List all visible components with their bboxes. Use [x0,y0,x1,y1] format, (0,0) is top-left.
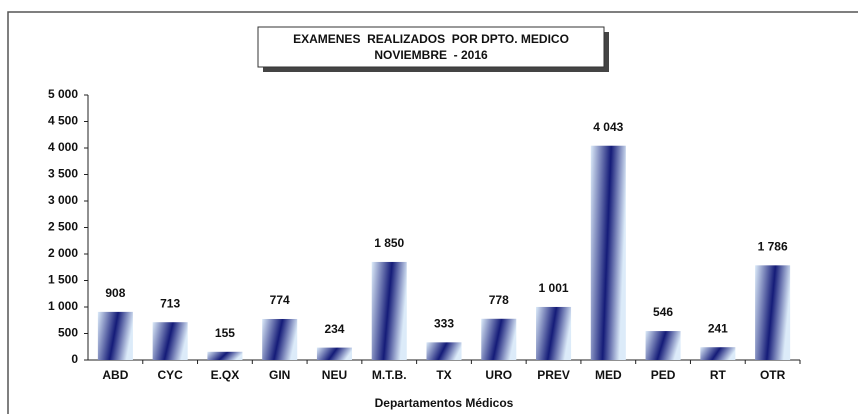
bar [371,261,407,360]
chart-title: EXAMENES REALIZADOS POR DPTO. MEDICO [293,32,569,46]
value-label: 713 [160,296,180,310]
x-tick-label: M.T.B. [372,368,407,382]
y-tick-label: 500 [58,326,78,340]
x-tick-label: NEU [322,368,347,382]
y-tick-label: 5 000 [48,87,78,101]
bar [590,145,626,360]
bar [97,311,133,360]
chart-subtitle: NOVIEMBRE - 2016 [374,48,488,62]
x-tick-label: PED [651,368,676,382]
bar [536,306,572,360]
y-tick-label: 2 000 [48,246,78,260]
y-tick-label: 3 500 [48,167,78,181]
value-label: 333 [434,317,454,331]
bar [481,318,517,360]
value-label: 4 043 [593,120,623,134]
x-axis-label: Departamentos Médicos [375,396,514,410]
y-tick-label: 1 500 [48,273,78,287]
value-label: 1 001 [539,281,569,295]
value-label: 241 [708,321,728,335]
x-tick-label: MED [595,368,622,382]
bar [152,322,188,360]
y-tick-label: 3 000 [48,193,78,207]
bar [645,331,681,360]
bar [207,351,243,360]
value-label: 234 [324,322,344,336]
value-label: 546 [653,305,673,319]
bar [700,347,736,360]
title-box [257,26,605,68]
value-label: 908 [105,286,125,300]
x-tick-label: ABD [102,368,128,382]
frame [7,11,858,414]
x-tick-label: RT [710,368,727,382]
y-tick-label: 2 500 [48,220,78,234]
value-label: 778 [489,293,509,307]
x-tick-label: PREV [537,368,570,382]
y-tick-label: 1 000 [48,299,78,313]
x-tick-label: CYC [157,368,183,382]
x-tick-label: GIN [269,368,290,382]
value-label: 155 [215,326,235,340]
bar [755,265,791,360]
x-tick-label: E.QX [211,368,240,382]
value-label: 774 [270,293,290,307]
x-tick-label: OTR [760,368,786,382]
x-tick-label: TX [436,368,451,382]
bar [262,318,298,360]
value-label: 1 850 [374,236,404,250]
bar [426,342,462,360]
value-label: 1 786 [758,240,788,254]
y-tick-label: 0 [71,352,78,366]
y-tick-label: 4 500 [48,114,78,128]
y-tick-label: 4 000 [48,140,78,154]
bar [316,347,352,360]
x-tick-label: URO [485,368,512,382]
